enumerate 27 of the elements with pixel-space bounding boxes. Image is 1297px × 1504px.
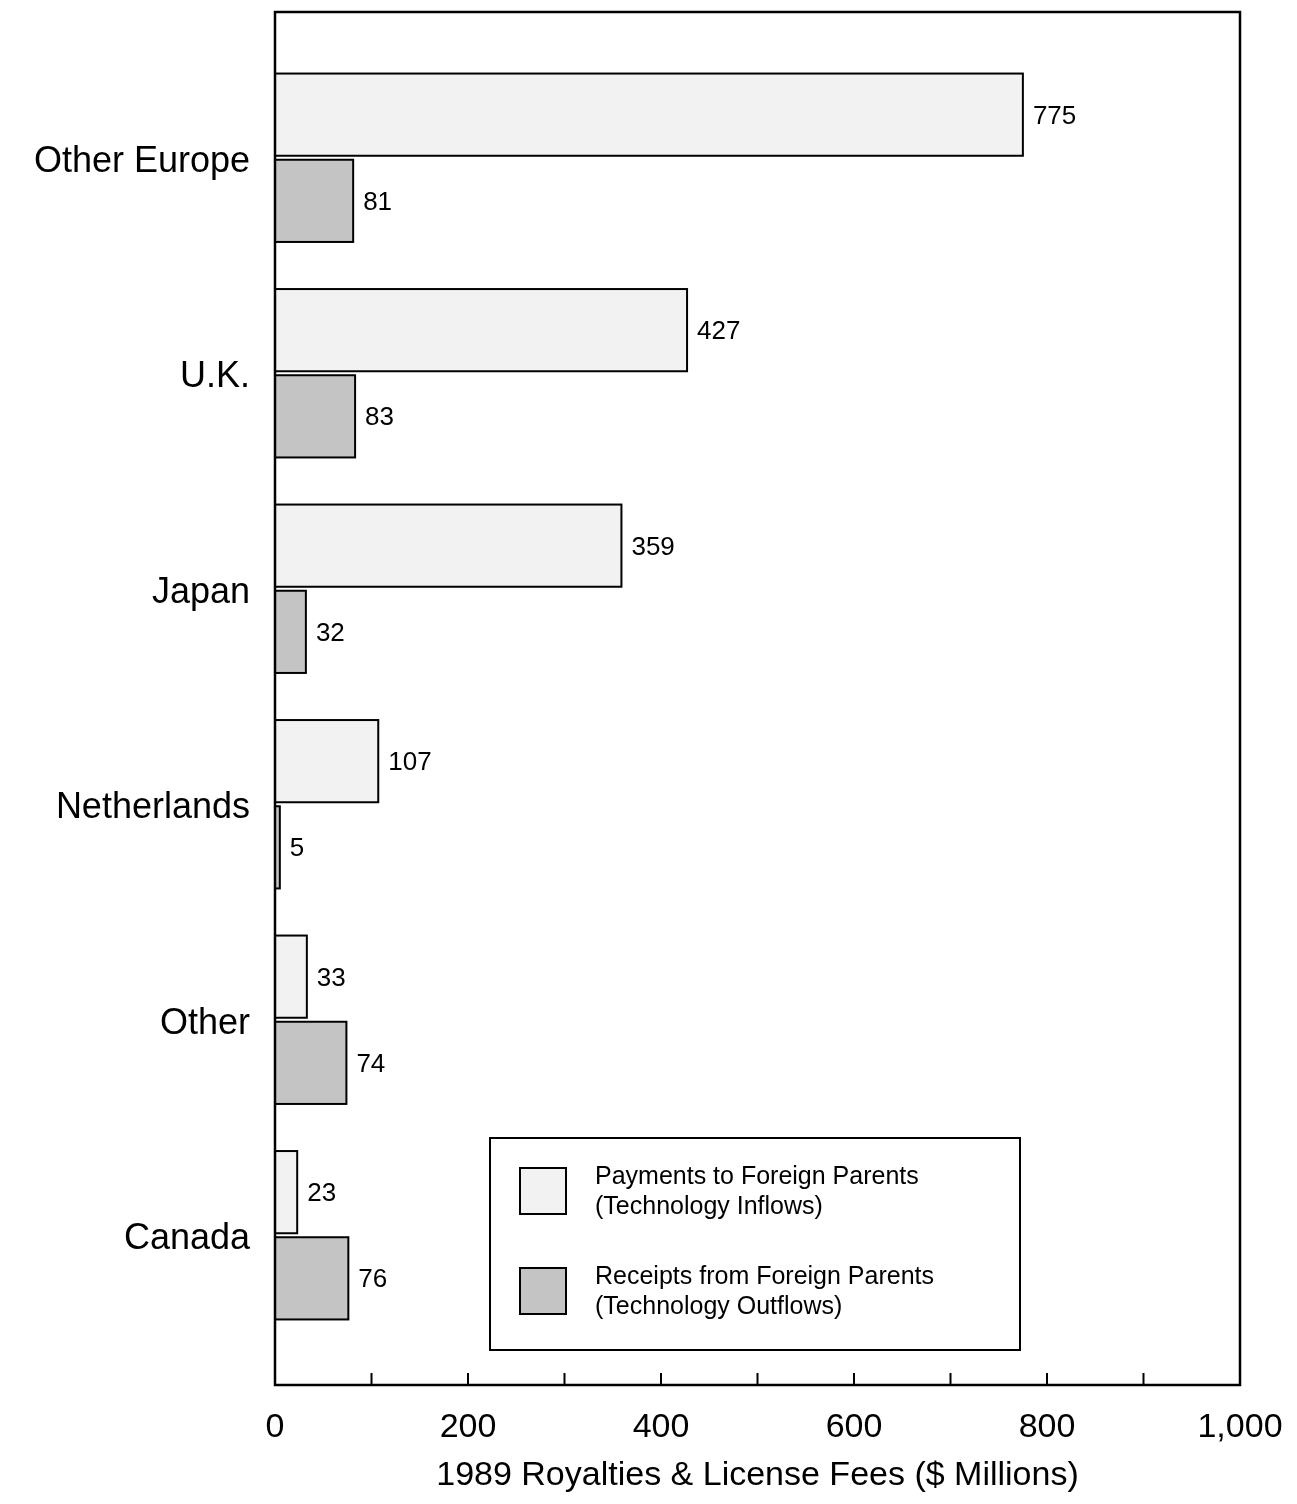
x-tick-label: 600 — [825, 1406, 883, 1444]
data-label: 23 — [307, 1177, 337, 1208]
data-label: 74 — [356, 1047, 386, 1078]
y-tick-label: Netherlands — [55, 785, 250, 827]
legend-label: Receipts from Foreign Parents (Technology Outflows) — [595, 1261, 941, 1319]
x-tick-label: 400 — [632, 1406, 690, 1444]
x-tick-label: 800 — [1018, 1406, 1076, 1444]
data-label: 775 — [1032, 99, 1077, 130]
data-label: 427 — [697, 315, 741, 346]
x-tick-label: 200 — [439, 1406, 497, 1444]
y-tick-label: Other — [159, 1000, 250, 1042]
data-label: 5 — [289, 832, 305, 863]
data-label: 76 — [358, 1263, 388, 1294]
data-label: 33 — [316, 961, 346, 992]
data-label: 81 — [363, 185, 393, 216]
x-axis-title: 1989 Royalties & License Fees ($ Millions) — [436, 1454, 1079, 1492]
legend-label: Payments to Foreign Parents (Technology Inflows) — [595, 1161, 926, 1219]
y-tick-label: Canada — [123, 1216, 251, 1258]
y-tick-label: Other Europe — [33, 138, 250, 180]
data-label: 359 — [631, 530, 675, 561]
y-tick-label: U.K. — [179, 354, 250, 396]
data-label: 107 — [388, 746, 432, 777]
x-tick-label: 0 — [265, 1406, 285, 1444]
data-label: 83 — [365, 401, 395, 432]
data-label: 32 — [315, 616, 345, 647]
x-tick-label: 1,000 — [1197, 1406, 1283, 1444]
y-tick-label: Japan — [151, 569, 250, 611]
